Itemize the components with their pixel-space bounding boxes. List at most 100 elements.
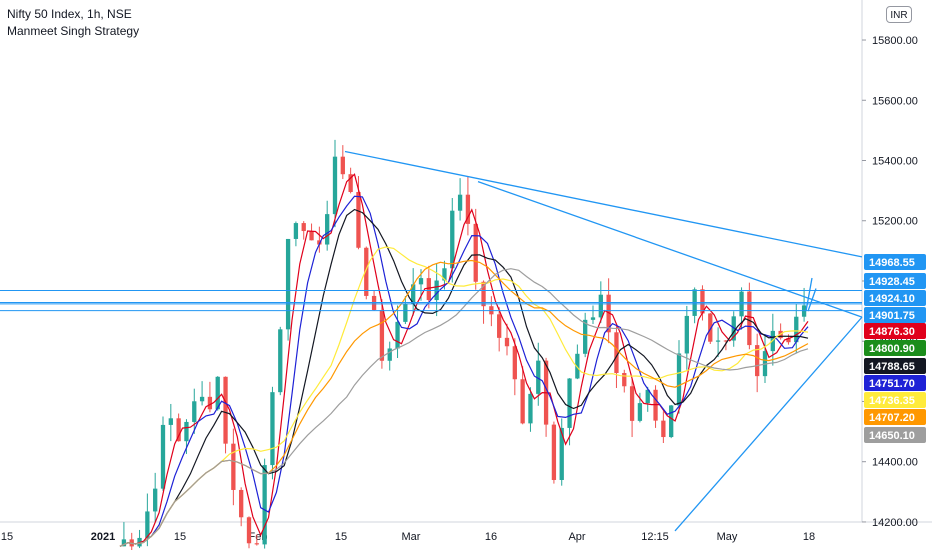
x-tick-label: 15 [335,531,347,543]
candle-body [199,396,205,402]
currency-badge[interactable]: INR [886,6,912,23]
strategy-name: Manmeet Singh Strategy [7,24,140,38]
candle-body [426,278,431,301]
price-tag-label: 14707.20 [869,412,915,424]
candle-body [450,210,455,269]
candle-body [723,340,729,342]
x-tick-label: 12:15 [641,531,669,543]
mid-trendline [477,180,863,318]
candle-body [637,403,643,421]
candle-body [598,294,603,318]
candle-body [160,424,166,489]
candle-body [325,214,330,245]
candle-body [497,314,502,338]
x-tick-label: 16 [485,531,497,543]
candle-body [411,284,416,304]
candle-body [755,345,760,377]
ma-blue-line [119,195,809,547]
candle-body [387,348,392,361]
ma-yellow-line [119,246,809,547]
candle-body [317,240,322,245]
y-tick-label: 14400.00 [872,457,918,469]
candle-body [700,289,705,314]
x-tick-label: 15 [174,531,186,543]
price-tag-label: 14736.35 [869,395,915,407]
candle-body [794,316,799,343]
price-tag-label: 14788.65 [869,361,915,373]
candle-body [364,247,369,296]
candle-body [653,389,658,421]
x-tick-label: 18 [803,531,815,543]
candle-body [403,303,408,322]
candle-body [184,421,189,442]
candle-body [442,268,447,281]
candle-body [278,329,283,393]
candle-body [192,401,197,422]
candle-body [293,223,299,239]
projection-line [807,288,817,312]
candle-body [309,231,314,241]
candle-body [465,194,471,224]
candle-body [551,424,557,480]
ma-black-line [119,208,809,547]
candle-body [176,418,181,442]
candle-body [348,174,353,192]
candle-body [231,443,236,490]
candle-body [747,291,752,346]
candle-body [215,376,220,410]
price-tag [864,273,926,289]
candle-body [567,378,572,428]
candle-body [708,313,713,342]
price-tag [864,427,926,443]
price-tag-label: 14928.45 [869,276,915,288]
candle-body [676,353,682,406]
y-tick-label: 15600.00 [872,95,918,107]
price-tag-label: 14800.90 [869,343,915,355]
y-tick-label: 15400.00 [872,156,918,168]
lower-trendline [674,316,863,532]
price-tag-label: 14650.10 [869,430,915,442]
candle-body [481,281,486,307]
candle-body [661,420,666,438]
candle-body [622,372,627,387]
price-tag [864,307,926,323]
price-tag-label: 14968.55 [869,257,915,269]
candle-body [528,393,533,424]
x-tick-label: Apr [568,531,585,543]
chart-legend: Nifty 50 Index, 1h, NSE Manmeet Singh St… [7,6,139,40]
ma-gray-line [119,268,809,547]
candle-body [457,194,463,211]
candle-body [520,379,525,424]
candle-body [270,392,275,466]
candle-body [207,396,213,410]
candle-body [575,353,580,379]
candle-body [340,156,345,175]
candle-body [418,278,424,285]
candle-body [395,321,400,349]
y-tick-label: 15800.00 [872,35,918,47]
candle-body [473,223,478,282]
candle-body [684,315,689,354]
x-tick-label: 2021 [91,531,115,543]
candle-body [379,309,385,361]
candle-body [536,360,541,394]
candle-body [246,517,252,544]
y-tick-label: 15200.00 [872,216,918,228]
upper-trendline [344,150,863,258]
candle-body [629,386,635,421]
candle-body [606,294,611,333]
candle-body [356,191,361,248]
symbol-line: Nifty 50 Index, 1h, NSE [7,7,132,21]
price-tag [864,323,926,339]
x-tick-label: Mar [402,531,421,543]
price-tag-label: 14924.10 [869,293,915,305]
candle-body [254,543,259,545]
candle-body [262,465,267,545]
candle-body [786,338,791,343]
price-tag-label: 14751.70 [869,378,915,390]
price-tag-label: 14901.75 [869,310,915,322]
price-tag [864,392,926,408]
candle-body [301,223,306,232]
